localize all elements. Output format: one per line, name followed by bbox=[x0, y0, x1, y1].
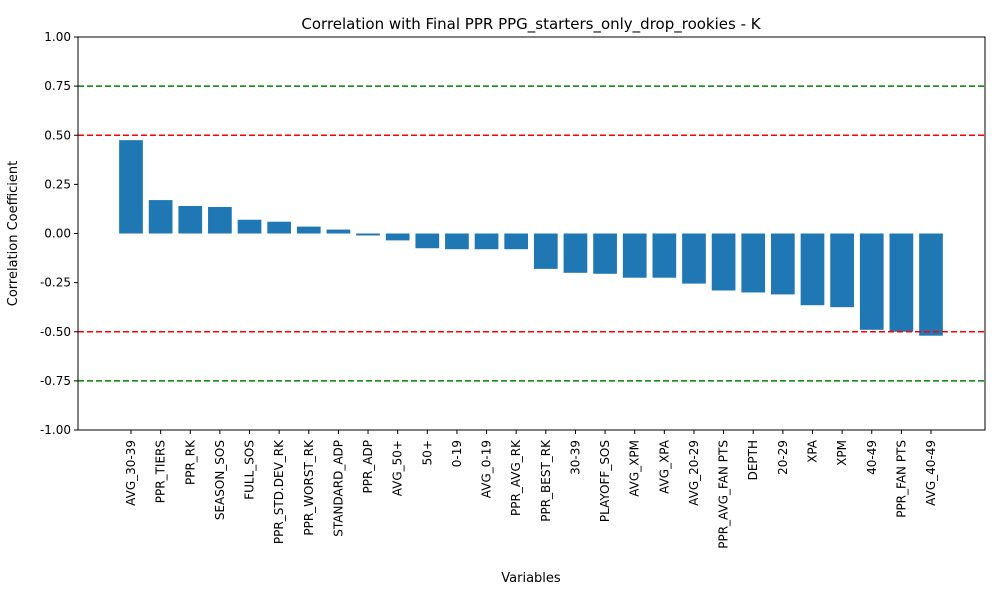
y-tick-label-6: 0.50 bbox=[44, 128, 71, 142]
bar-25 bbox=[859, 233, 884, 330]
x-tick-label-17: AVG_XPM bbox=[628, 440, 642, 497]
x-tick-label-13: PPR_AVG_RK bbox=[509, 439, 523, 516]
bar-10 bbox=[415, 233, 440, 249]
y-tick-label-2: -0.50 bbox=[40, 325, 71, 339]
x-tick-label-6: PPR_WORST_RK bbox=[302, 439, 316, 536]
bar-24 bbox=[830, 233, 854, 308]
reference-lines-group bbox=[78, 85, 985, 382]
y-tick-label-1: -0.75 bbox=[40, 374, 71, 388]
bar-17 bbox=[622, 233, 647, 278]
y-tick-label-5: 0.25 bbox=[44, 177, 71, 191]
bar-9 bbox=[385, 233, 410, 241]
x-tick-label-4: FULL_SOS bbox=[243, 440, 257, 500]
bar-27 bbox=[919, 233, 943, 336]
x-axis-label: Variables bbox=[501, 571, 561, 586]
y-tick-label-7: 0.75 bbox=[44, 79, 71, 93]
x-tick-label-9: AVG_50+ bbox=[391, 440, 405, 496]
y-tick-label-3: -0.25 bbox=[40, 276, 71, 290]
x-tick-label-18: AVG_XPA bbox=[657, 439, 671, 494]
x-tick-label-23: XPA bbox=[805, 439, 819, 463]
bar-12 bbox=[474, 233, 499, 250]
chart-title: Correlation with Final PPR PPG_starters_… bbox=[301, 15, 761, 34]
bar-22 bbox=[771, 233, 795, 295]
bar-7 bbox=[326, 229, 351, 234]
bar-6 bbox=[296, 226, 321, 234]
x-tick-label-12: AVG_0-19 bbox=[480, 440, 494, 498]
bar-26 bbox=[889, 233, 914, 332]
y-tick-label-4: 0.00 bbox=[44, 227, 71, 241]
bar-3 bbox=[208, 206, 232, 234]
x-tick-label-20: PPR_AVG_FAN PTS bbox=[717, 440, 731, 549]
bar-4 bbox=[237, 219, 262, 234]
x-tick-label-5: PPR_STD.DEV_RK bbox=[272, 439, 286, 544]
y-tick-label-0: -1.00 bbox=[40, 423, 71, 437]
bar-16 bbox=[593, 233, 617, 274]
bar-15 bbox=[563, 233, 588, 273]
x-tick-label-15: 30-39 bbox=[568, 440, 582, 475]
x-tick-label-14: PPR_BEST_RK bbox=[539, 439, 553, 522]
x-tick-label-25: 40-49 bbox=[865, 440, 879, 475]
x-tick-label-26: PPR_FAN PTS bbox=[894, 440, 908, 518]
bar-21 bbox=[741, 233, 766, 293]
x-tick-label-1: PPR_TIERS bbox=[154, 440, 168, 503]
bar-20 bbox=[711, 233, 736, 291]
x-tick-label-21: DEPTH bbox=[746, 440, 760, 480]
y-axis: -1.00 -0.75 -0.50 -0.25 0.00 0.25 0.50 0.75 1.00 bbox=[40, 30, 78, 437]
x-tick-label-0: AVG_30-39 bbox=[124, 440, 138, 506]
bar-14 bbox=[533, 233, 558, 269]
bars-group bbox=[119, 140, 943, 336]
x-tick-label-11: 0-19 bbox=[450, 440, 464, 467]
bar-5 bbox=[267, 221, 291, 234]
bar-0 bbox=[119, 140, 143, 234]
bar-11 bbox=[445, 233, 469, 250]
y-tick-label-8: 1.00 bbox=[44, 30, 71, 44]
x-tick-label-7: STANDARD_ADP bbox=[331, 440, 345, 537]
bar-13 bbox=[504, 233, 529, 250]
x-tick-label-2: PPR_RK bbox=[183, 439, 197, 485]
x-axis: AVG_30-39 PPR_TIERS PPR_RK SEASON_SOS FULL_S… bbox=[124, 430, 938, 549]
x-tick-label-27: AVG_40-49 bbox=[924, 440, 938, 506]
x-tick-label-24: XPM bbox=[835, 440, 849, 466]
bar-1 bbox=[148, 200, 173, 234]
x-tick-label-8: PPR_ADP bbox=[361, 440, 375, 494]
bar-2 bbox=[178, 205, 203, 234]
x-tick-label-22: 20-29 bbox=[776, 440, 790, 475]
y-axis-label: Correlation Coefficient bbox=[6, 161, 21, 307]
x-tick-label-19: AVG_20-29 bbox=[687, 440, 701, 506]
x-tick-label-10: 50+ bbox=[420, 440, 434, 465]
x-tick-label-3: SEASON_SOS bbox=[213, 440, 227, 520]
bar-8 bbox=[356, 233, 380, 236]
bar-23 bbox=[800, 233, 825, 306]
x-tick-label-16: PLAYOFF_SOS bbox=[598, 440, 612, 522]
bar-18 bbox=[652, 233, 677, 278]
bar-19 bbox=[682, 233, 706, 284]
